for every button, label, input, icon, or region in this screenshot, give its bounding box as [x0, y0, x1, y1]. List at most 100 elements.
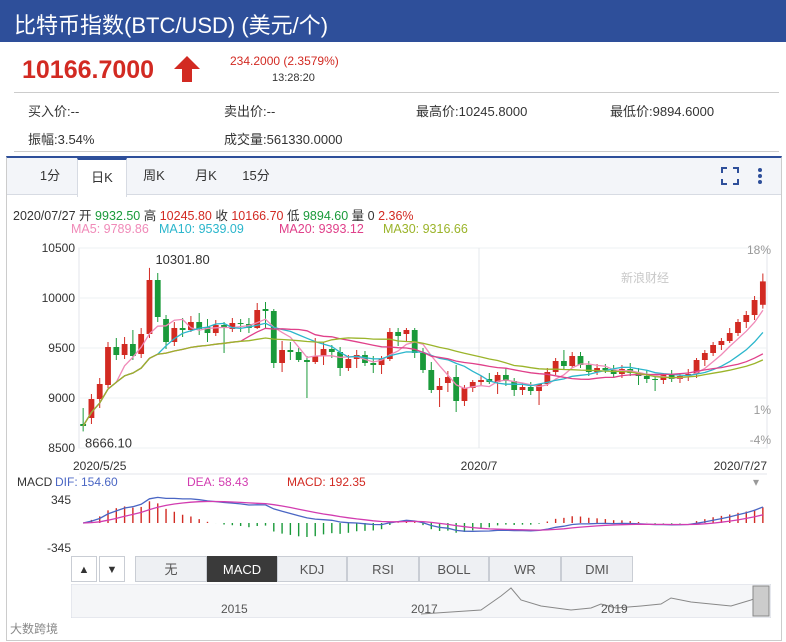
- up-arrow-icon: [174, 56, 200, 82]
- candle-body: [585, 365, 592, 372]
- nav-year-2015: 2015: [221, 602, 248, 616]
- x-label-start: 2020/5/25: [73, 459, 127, 473]
- candle-body: [105, 347, 111, 385]
- candle-body: [212, 325, 219, 333]
- macd-chart: MACD DIF: 154.60 DEA: 58.43 MACD: 192.35 ▾ 34…: [17, 473, 767, 555]
- candle-body: [171, 328, 178, 342]
- candle-body: [652, 379, 658, 380]
- candle-body: [304, 360, 310, 362]
- min-price-label: 8666.10: [85, 435, 132, 450]
- candle-body: [643, 376, 650, 379]
- max-price-label: 10301.80: [155, 252, 209, 267]
- tab-daily[interactable]: 日K: [77, 158, 127, 197]
- navigator-handle: [752, 585, 770, 617]
- candle-body: [577, 356, 584, 365]
- candle-body: [378, 359, 385, 365]
- candle-body: [221, 325, 227, 328]
- tab-1min[interactable]: 1分: [39, 168, 61, 183]
- ohlc-open: 9932.50: [95, 209, 141, 223]
- ohlc-open-label: 开: [79, 209, 92, 223]
- candle-body: [113, 347, 120, 355]
- ma20-label: MA20: 9393.12: [279, 222, 364, 236]
- tab-weekly[interactable]: 周K: [143, 168, 165, 183]
- sina-watermark: 新浪财经: [621, 270, 669, 285]
- ma10-label: MA10: 9539.09: [159, 222, 244, 236]
- fullscreen-icon[interactable]: [721, 167, 739, 185]
- price-change: 234.2000 (2.3579%): [230, 54, 339, 68]
- tab-monthly[interactable]: 月K: [195, 168, 217, 183]
- candle-body: [237, 323, 244, 324]
- candle-body: [751, 300, 758, 315]
- page-title: 比特币指数(BTC/USD) (美元/个): [14, 13, 329, 38]
- candle-body: [569, 356, 576, 366]
- macd-tick-label: -345: [47, 541, 71, 555]
- candle-body: [436, 386, 443, 390]
- candle-body: [469, 382, 476, 388]
- indicator-none[interactable]: 无: [135, 556, 207, 582]
- nav-right-button[interactable]: ▼: [99, 556, 125, 582]
- candle-body: [254, 310, 261, 328]
- ohlc-low-label: 低: [286, 209, 300, 223]
- candle-body: [403, 330, 410, 334]
- ohlc-low: 9894.60: [302, 209, 349, 223]
- candle-body: [121, 344, 128, 355]
- indicator-wr[interactable]: WR: [489, 556, 561, 582]
- candle-body: [320, 349, 327, 356]
- pct-tick-label: -4%: [750, 433, 772, 447]
- y-tick-label: 10500: [42, 241, 76, 255]
- candle-body: [88, 399, 95, 418]
- candle-body: [370, 363, 377, 365]
- ohlc-close: 10166.70: [231, 209, 284, 223]
- candle-body: [552, 361, 559, 372]
- candle-body: [146, 280, 153, 334]
- y-tick-label: 9000: [48, 391, 75, 405]
- candle-body: [461, 388, 468, 401]
- candle-body: [544, 372, 551, 384]
- candle-body: [420, 353, 426, 370]
- candle-body: [328, 349, 335, 352]
- period-tabs: 1分 日K 周K 月K 15分: [7, 158, 781, 197]
- candle-body: [179, 328, 186, 330]
- macd-dea-line: [83, 500, 764, 531]
- indicator-dmi[interactable]: DMI: [561, 556, 633, 582]
- quote-time: 13:28:20: [272, 72, 315, 84]
- kline-chart[interactable]: 10500 10000 9500 9000 8500 18% 1% -4% MACD DIF: …: [7, 238, 781, 556]
- candle-body: [701, 353, 708, 360]
- ohlc-vol-label: 量: [351, 209, 365, 223]
- macd-value: MACD: 192.35: [287, 475, 366, 489]
- macd-dif: DIF: 154.60: [55, 475, 118, 489]
- candle-body: [735, 322, 741, 333]
- candle-body: [693, 360, 700, 374]
- ohlc-readout: 2020/07/27 开 9932.50 高 10245.80 收 10166.…: [13, 205, 414, 224]
- candle-body: [602, 368, 609, 370]
- ma30-label: MA30: 9316.66: [383, 222, 468, 236]
- candle-body: [536, 384, 542, 391]
- candle-body: [345, 359, 352, 368]
- candle-body: [129, 344, 136, 356]
- tab-15min[interactable]: 15分: [242, 168, 270, 183]
- candle-body: [759, 281, 766, 305]
- x-label-end: 2020/7/27: [714, 459, 768, 473]
- ohlc-pct: 2.36%: [378, 209, 414, 223]
- candle-body: [453, 377, 460, 401]
- indicator-boll[interactable]: BOLL: [419, 556, 489, 582]
- macd-dea: DEA: 58.43: [187, 475, 249, 489]
- indicator-macd[interactable]: MACD: [207, 556, 277, 582]
- pct-tick-label: 18%: [747, 243, 771, 257]
- candle-body: [229, 323, 236, 329]
- more-options-icon[interactable]: [755, 166, 765, 186]
- navigator-overview[interactable]: 2015 2017 2019: [71, 584, 771, 618]
- candle-body: [726, 333, 733, 341]
- footer-watermark: 大数跨境: [10, 622, 59, 636]
- nav-year-2017: 2017: [411, 602, 438, 616]
- candle-body: [196, 322, 203, 329]
- volume: 成交量:561330.0000: [224, 132, 343, 147]
- macd-title: MACD: [17, 475, 53, 489]
- ma5-label: MA5: 9789.86: [71, 222, 149, 236]
- indicator-kdj[interactable]: KDJ: [277, 556, 347, 582]
- candle-body: [502, 375, 509, 381]
- nav-left-button[interactable]: ▲: [71, 556, 97, 582]
- candle-body: [96, 384, 103, 399]
- indicator-rsi[interactable]: RSI: [347, 556, 419, 582]
- candle-body: [138, 334, 145, 354]
